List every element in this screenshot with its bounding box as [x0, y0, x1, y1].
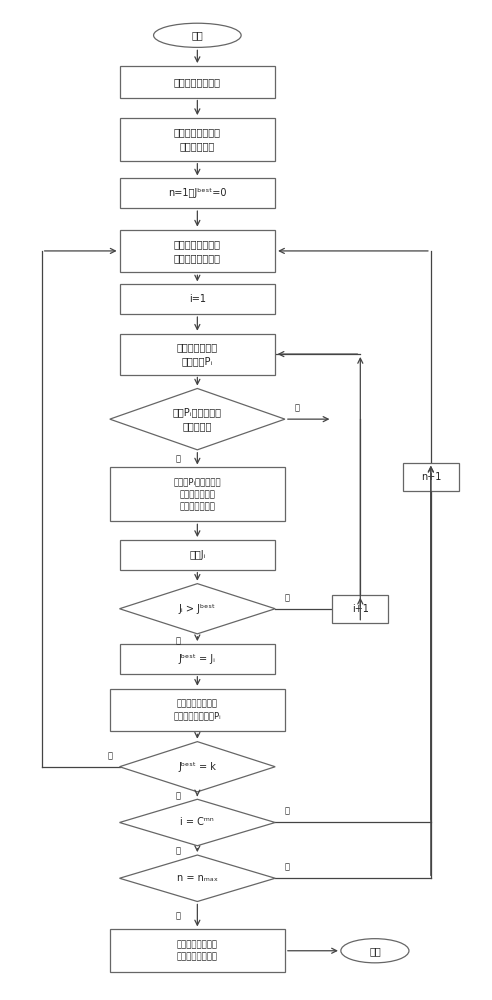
Text: i = Cᵐⁿ: i = Cᵐⁿ: [181, 817, 214, 827]
Text: Jᵇᵉˢᵗ = Jᵢ: Jᵇᵉˢᵗ = Jᵢ: [179, 654, 216, 664]
Polygon shape: [110, 388, 285, 450]
Text: 计算Jᵢ: 计算Jᵢ: [189, 550, 206, 560]
FancyBboxPatch shape: [120, 334, 275, 375]
Ellipse shape: [154, 23, 241, 47]
FancyBboxPatch shape: [120, 118, 275, 161]
Text: n=1、Jᵇᵉˢᵗ=0: n=1、Jᵇᵉˢᵗ=0: [168, 188, 227, 198]
Text: 否: 否: [285, 807, 290, 816]
Text: 是: 是: [175, 911, 181, 920]
Text: 确定所有可能的故
障限流器安装方案: 确定所有可能的故 障限流器安装方案: [174, 239, 221, 263]
Text: n = nₘₐₓ: n = nₘₐₓ: [177, 873, 218, 883]
Polygon shape: [120, 584, 275, 634]
Polygon shape: [120, 742, 275, 792]
Text: 确定关键故障集合: 确定关键故障集合: [174, 77, 221, 87]
Text: Jᵢ > Jᵇᵉˢᵗ: Jᵢ > Jᵇᵉˢᵗ: [179, 604, 216, 614]
Text: i=1: i=1: [189, 294, 206, 304]
Text: 是: 是: [175, 846, 181, 855]
Text: 更新最优故障限流
器安装方案为方案Pᵢ: 更新最优故障限流 器安装方案为方案Pᵢ: [174, 699, 221, 721]
Ellipse shape: [341, 939, 409, 963]
FancyBboxPatch shape: [120, 230, 275, 272]
Text: 开始: 开始: [191, 30, 203, 40]
Polygon shape: [120, 799, 275, 846]
Text: n+1: n+1: [421, 472, 441, 482]
Text: i+1: i+1: [352, 604, 369, 614]
FancyBboxPatch shape: [403, 463, 459, 491]
Text: 按方案Pᵢ分区后系统
在关键故障下的
暂态稳定性分析: 按方案Pᵢ分区后系统 在关键故障下的 暂态稳定性分析: [174, 478, 221, 511]
FancyBboxPatch shape: [120, 644, 275, 674]
Polygon shape: [120, 855, 275, 901]
FancyBboxPatch shape: [110, 689, 285, 731]
FancyBboxPatch shape: [332, 595, 388, 623]
Text: 结束: 结束: [369, 946, 381, 956]
Text: 否: 否: [285, 593, 290, 602]
FancyBboxPatch shape: [120, 66, 275, 98]
Text: 选择故障限流器
安装方案Pᵢ: 选择故障限流器 安装方案Pᵢ: [177, 342, 218, 366]
FancyBboxPatch shape: [110, 929, 285, 972]
Text: 确定候选的故障限
流器安装线路: 确定候选的故障限 流器安装线路: [174, 128, 221, 151]
FancyBboxPatch shape: [120, 284, 275, 314]
FancyBboxPatch shape: [110, 467, 285, 521]
FancyBboxPatch shape: [120, 178, 275, 208]
Text: 是: 是: [175, 455, 181, 464]
Text: 方案Pᵢ是一个有效
的分区方案: 方案Pᵢ是一个有效 的分区方案: [173, 407, 222, 431]
FancyBboxPatch shape: [120, 540, 275, 570]
Text: 是: 是: [175, 637, 181, 646]
Text: 否: 否: [175, 791, 181, 800]
Text: 否: 否: [285, 863, 290, 872]
Text: 是: 是: [107, 751, 112, 760]
Text: 否: 否: [295, 403, 300, 412]
Text: Jᵇᵉˢᵗ = k: Jᵇᵉˢᵗ = k: [179, 762, 216, 772]
Text: 输出所得的最优故
障限流器安装方案: 输出所得的最优故 障限流器安装方案: [177, 940, 218, 961]
